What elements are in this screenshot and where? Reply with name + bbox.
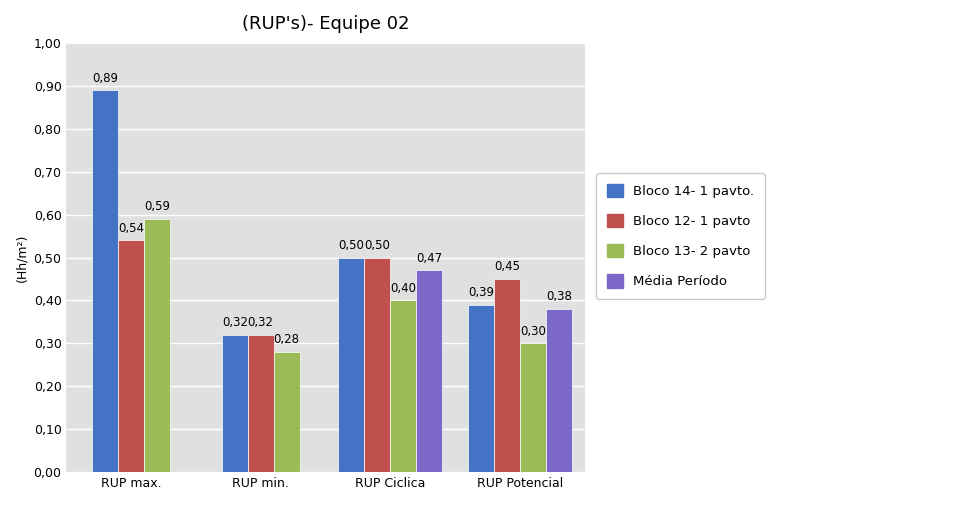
Text: 0,40: 0,40 — [390, 282, 416, 295]
Text: 0,32: 0,32 — [247, 316, 274, 329]
Text: 0,50: 0,50 — [364, 239, 390, 252]
Text: 0,50: 0,50 — [338, 239, 364, 252]
Text: 0,28: 0,28 — [274, 333, 299, 346]
Bar — [247, 335, 274, 472]
Bar — [520, 343, 545, 472]
Text: 0,89: 0,89 — [92, 72, 118, 84]
Text: 0,59: 0,59 — [144, 200, 170, 213]
Bar — [338, 258, 364, 472]
Bar — [493, 279, 520, 472]
Legend: Bloco 14- 1 pavto., Bloco 12- 1 pavto, Bloco 13- 2 pavto, Média Período: Bloco 14- 1 pavto., Bloco 12- 1 pavto, B… — [596, 173, 764, 299]
Text: 0,54: 0,54 — [118, 222, 144, 235]
Bar — [144, 219, 170, 472]
Bar — [92, 90, 118, 472]
Text: 0,32: 0,32 — [222, 316, 247, 329]
Text: 0,38: 0,38 — [545, 290, 571, 304]
Bar — [545, 309, 572, 472]
Title: (RUP's)- Equipe 02: (RUP's)- Equipe 02 — [241, 15, 408, 33]
Bar — [118, 240, 144, 472]
Bar — [468, 305, 493, 472]
Text: 0,30: 0,30 — [520, 325, 545, 338]
Y-axis label: (Hh/m²): (Hh/m²) — [15, 233, 28, 282]
Bar — [390, 300, 416, 472]
Bar — [222, 335, 247, 472]
Text: 0,47: 0,47 — [415, 252, 442, 265]
Bar — [416, 270, 442, 472]
Bar — [364, 258, 390, 472]
Text: 0,39: 0,39 — [467, 286, 493, 299]
Text: 0,45: 0,45 — [493, 261, 520, 273]
Bar — [274, 352, 299, 472]
